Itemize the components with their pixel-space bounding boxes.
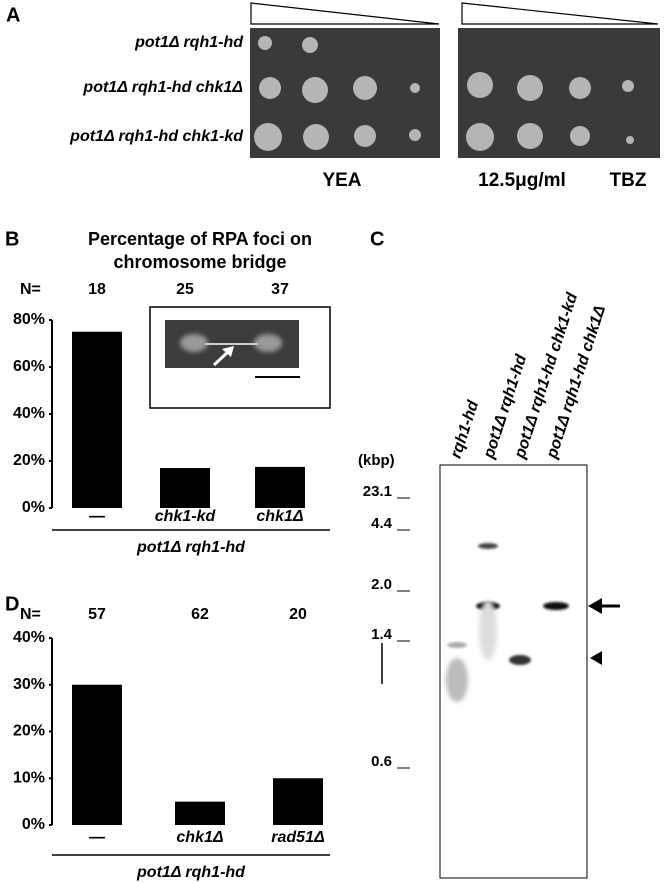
x-tick-label: chk1-kd [155,508,217,525]
condition-label: TBZ [610,170,647,191]
n-value: 20 [289,606,307,623]
colony [302,37,318,53]
y-tick-label: 0% [22,816,45,833]
colony [622,80,634,92]
panel-label: C [370,228,384,250]
colony [410,83,420,93]
bar [160,468,210,508]
colony [258,36,272,50]
band [447,642,467,648]
y-tick-label: 40% [13,629,45,646]
colony [259,77,281,99]
marker-label: 1.4 [371,626,393,643]
bar [72,684,122,825]
strain-label: pot1Δ rqh1-hd [134,34,244,51]
colony [517,75,543,101]
colony [409,129,421,141]
panel-label: A [6,4,20,26]
gradient-wedge [461,2,659,25]
y-tick-label: 20% [13,723,45,740]
band [509,655,531,665]
colony [466,123,494,151]
y-tick-label: 0% [22,499,45,516]
colony [254,123,282,151]
marker-label: 4.4 [371,515,393,532]
unit-label: (kbp) [358,452,395,469]
colony [353,76,377,100]
colony [626,136,634,144]
n-label: N= [20,606,41,623]
y-tick-label: 30% [13,676,45,693]
marker-label: 0.6 [371,753,392,770]
n-value: 62 [191,606,209,623]
arrowhead-marker [590,651,602,665]
chart-title: Percentage of RPA foci on [88,229,312,249]
y-tick-label: 60% [13,358,45,375]
panel-label: B [5,228,19,250]
marker-label: 23.1 [363,483,392,500]
bar [72,331,122,508]
nucleus [254,334,282,352]
y-tick-label: 80% [13,311,45,328]
x-tick-label: chk1Δ [176,829,223,846]
n-value: 37 [271,281,289,298]
charts: B Percentage of RPA foci on chromosome bri… [5,228,330,881]
n-value: 25 [176,281,194,298]
x-tick-label: — [88,508,106,525]
chart-title: chromosome bridge [113,252,286,272]
colony [569,77,591,99]
condition-label: YEA [322,170,361,191]
group-label: pot1Δ rqh1-hd [136,864,246,881]
n-value: 57 [88,606,106,623]
smear [446,658,468,702]
strain-label: pot1Δ rqh1-hd chk1Δ [82,79,243,96]
bar [273,778,323,825]
marker-label: 2.0 [371,576,392,593]
band [478,543,498,549]
band [543,602,569,610]
condition-label: 12.5μg/ml [478,170,566,191]
colony [517,123,543,149]
nucleus [180,334,208,352]
n-value: 18 [88,281,106,298]
gel-bands [446,543,569,702]
y-tick-label: 10% [13,769,45,786]
y-tick-label: 20% [13,452,45,469]
colony [354,125,376,147]
lane-label: rqh1-hd [448,397,483,460]
colony [467,72,493,98]
smear [479,600,497,660]
gradient-wedge [250,2,440,25]
x-tick-label: chk1Δ [256,508,303,525]
x-tick-label: — [88,829,106,846]
colony [302,77,328,103]
arrow-head [588,598,602,614]
colonies [254,36,634,151]
strain-label: pot1Δ rqh1-hd chk1-kd [69,128,244,145]
colony [303,124,329,150]
bar [175,801,225,825]
group-label: pot1Δ rqh1-hd [136,539,246,556]
y-tick-label: 40% [13,405,45,422]
arrow-head [222,346,234,357]
panel-label: D [5,593,19,615]
x-tick-label: rad51Δ [271,829,325,846]
n-label: N= [20,281,41,298]
bar [255,466,305,508]
colony [570,126,590,146]
